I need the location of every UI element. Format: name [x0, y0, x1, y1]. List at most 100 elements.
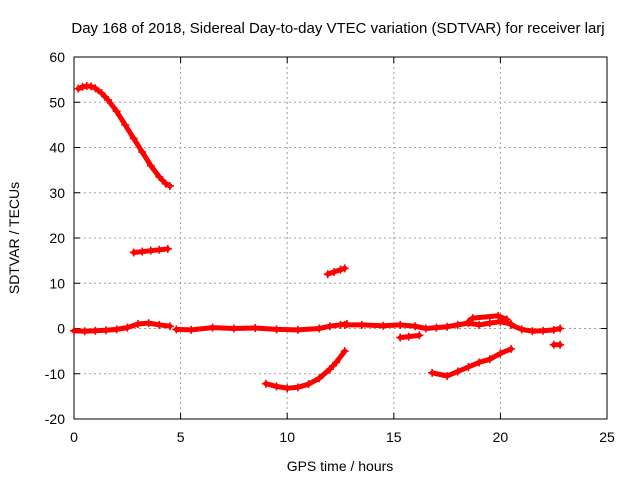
data-point-marker — [251, 324, 260, 333]
data-point-marker — [304, 380, 313, 389]
data-point-marker — [144, 319, 153, 328]
data-point-marker — [91, 326, 100, 335]
series-line-arc-9 — [465, 313, 510, 325]
y-tick-label: 20 — [49, 230, 65, 246]
grid-lines — [74, 57, 607, 419]
data-point-marker — [396, 333, 405, 342]
data-point-marker — [464, 317, 473, 326]
chart-title: Day 168 of 2018, Sidereal Day-to-day VTE… — [71, 20, 604, 37]
x-tick-label: 10 — [279, 429, 295, 445]
data-point-marker — [485, 319, 494, 328]
data-point-marker — [379, 321, 388, 330]
data-point-marker — [80, 327, 89, 336]
data-point-marker — [283, 384, 292, 393]
data-point-marker — [187, 325, 196, 334]
data-point-marker — [87, 82, 96, 91]
data-point-marker — [415, 331, 424, 340]
data-point-marker — [165, 181, 174, 190]
data-point-marker — [293, 325, 302, 334]
y-tick-label: 0 — [57, 321, 65, 337]
data-point-marker — [340, 264, 349, 273]
data-point-marker — [475, 358, 484, 367]
data-point-marker — [549, 325, 558, 334]
x-tick-label: 5 — [177, 429, 185, 445]
data-point-marker — [261, 379, 270, 388]
data-point-marker — [129, 134, 138, 143]
data-point-marker — [272, 325, 281, 334]
data-point-marker — [104, 95, 113, 104]
data-point-marker — [138, 247, 147, 256]
data-point-marker — [453, 320, 462, 329]
data-point-marker — [123, 323, 132, 332]
data-point-marker — [315, 324, 324, 333]
data-point-marker — [165, 322, 174, 331]
data-point-marker — [325, 322, 334, 331]
data-point-marker — [464, 362, 473, 371]
series-line-arc-1 — [75, 83, 173, 189]
data-point-marker — [325, 365, 334, 374]
data-point-marker — [97, 89, 106, 98]
series-line-arc-3 — [71, 320, 173, 334]
data-point-marker — [404, 332, 413, 341]
data-point-marker — [340, 320, 349, 329]
data-point-marker — [129, 248, 138, 257]
data-point-marker — [453, 367, 462, 376]
data-point-marker — [133, 319, 142, 328]
y-tick-label: -20 — [45, 411, 65, 427]
y-tick-label: -10 — [45, 366, 65, 382]
data-point-marker — [155, 320, 164, 329]
data-point-marker — [229, 324, 238, 333]
data-point-marker — [332, 358, 341, 367]
data-point-marker — [556, 340, 565, 349]
data-point-marker — [507, 344, 516, 353]
data-point-marker — [432, 323, 441, 332]
data-point-marker — [315, 374, 324, 383]
data-point-marker — [155, 172, 164, 181]
y-tick-label: 60 — [49, 49, 65, 65]
data-point-marker — [528, 327, 537, 336]
data-point-marker — [121, 120, 130, 129]
x-axis-label: GPS time / hours — [287, 458, 394, 474]
data-point-marker — [146, 161, 155, 170]
data-point-marker — [357, 320, 366, 329]
data-point-marker — [78, 82, 87, 91]
data-point-marker — [146, 246, 155, 255]
data-point-marker — [293, 383, 302, 392]
y-tick-label: 50 — [49, 94, 65, 110]
data-point-marker — [101, 326, 110, 335]
x-tick-label: 0 — [70, 429, 78, 445]
x-tick-label: 25 — [599, 429, 615, 445]
data-point-marker — [138, 148, 147, 157]
data-point-marker — [70, 326, 78, 335]
data-point-marker — [496, 349, 505, 358]
axis-ticks: 0 5 10 15 20 25 -20 -10 0 10 20 30 40 50 60 — [45, 49, 615, 445]
data-point-marker — [443, 372, 452, 381]
data-point-marker — [340, 347, 349, 356]
data-point-marker — [112, 107, 121, 116]
data-point-marker — [155, 245, 164, 254]
data-point-marker — [91, 84, 100, 93]
x-tick-label: 20 — [493, 429, 509, 445]
data-point-marker — [502, 315, 511, 324]
data-point-marker — [336, 265, 345, 274]
data-point-marker — [517, 325, 526, 334]
data-point-marker — [556, 324, 565, 333]
data-point-marker — [172, 325, 181, 334]
y-tick-label: 30 — [49, 185, 65, 201]
data-point-marker — [421, 324, 430, 333]
data-point-marker — [468, 314, 477, 323]
data-point-marker — [443, 322, 452, 331]
y-tick-label: 10 — [49, 275, 65, 291]
data-point-marker — [74, 84, 83, 93]
data-point-marker — [323, 270, 332, 279]
data-point-marker — [272, 382, 281, 391]
data-series — [70, 81, 565, 393]
data-point-marker — [428, 368, 437, 377]
data-point-marker — [539, 326, 548, 335]
data-point-marker — [208, 323, 217, 332]
y-axis-label: SDTVAR / TECUs — [6, 182, 22, 294]
data-point-marker — [112, 325, 121, 334]
data-point-marker — [330, 267, 339, 276]
data-point-marker — [485, 355, 494, 364]
